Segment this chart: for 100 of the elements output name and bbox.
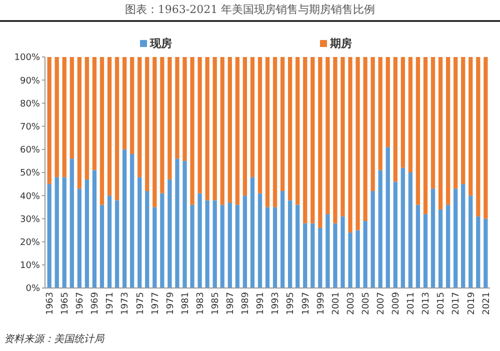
bar <box>461 184 466 288</box>
x-tick-label: 1999 <box>316 292 326 315</box>
bar <box>130 154 134 288</box>
bar <box>258 57 262 194</box>
bar <box>356 230 360 288</box>
x-tick-label: 2001 <box>331 292 342 315</box>
bar <box>348 232 352 288</box>
legend-label: 期房 <box>329 37 352 50</box>
y-tick-label: 100% <box>14 53 40 64</box>
bar <box>152 57 157 208</box>
bar <box>84 179 90 288</box>
bar <box>190 204 194 288</box>
bar <box>175 57 180 159</box>
x-tick-label: 1969 <box>90 292 101 315</box>
bar <box>340 57 345 216</box>
y-tick-label: 50% <box>20 168 40 179</box>
bar <box>400 57 405 168</box>
bar <box>400 168 405 288</box>
bar <box>145 190 150 288</box>
bar <box>318 57 322 228</box>
bar <box>242 196 247 288</box>
bar <box>62 57 66 178</box>
bar <box>333 223 338 288</box>
bar <box>130 57 134 154</box>
bar <box>333 57 338 224</box>
y-tick-label: 60% <box>20 146 40 156</box>
y-tick-label: 80% <box>20 99 40 110</box>
bar <box>356 57 360 230</box>
y-tick-label: 20% <box>20 238 40 248</box>
bar <box>310 57 315 224</box>
bar <box>242 57 247 196</box>
bar <box>92 57 97 170</box>
bar <box>160 193 164 288</box>
bar <box>438 209 443 288</box>
bar <box>280 190 285 288</box>
x-tick-label: 1983 <box>196 292 206 315</box>
bar <box>152 207 157 288</box>
bar <box>250 57 255 178</box>
bar <box>386 147 390 288</box>
bar <box>423 57 428 214</box>
bar <box>296 57 300 205</box>
bar <box>205 57 210 200</box>
x-tick-label: 1967 <box>76 292 86 315</box>
bar <box>190 57 194 205</box>
bar <box>54 57 59 178</box>
bar <box>114 200 120 288</box>
y-tick-label: 10% <box>20 261 40 272</box>
bar <box>476 57 480 216</box>
x-tick-label: 1977 <box>150 292 161 315</box>
y-tick-label: 70% <box>20 122 40 132</box>
bar <box>288 57 292 200</box>
bar <box>310 223 315 288</box>
bar <box>363 57 368 222</box>
bar <box>168 179 172 288</box>
y-tick-label: 90% <box>20 76 40 86</box>
bar <box>160 57 164 194</box>
bar <box>77 57 82 189</box>
chart-title: 图表：1963-2021 年美国现房销售与期房销售比例 <box>124 3 376 16</box>
x-tick-label: 1993 <box>271 292 282 315</box>
bar <box>182 57 187 161</box>
bar <box>484 57 488 219</box>
bar <box>92 170 97 288</box>
bar <box>416 57 420 205</box>
x-tick-label: 1995 <box>286 292 296 315</box>
bar <box>326 57 330 214</box>
bar <box>386 57 390 148</box>
x-tick-label: 1973 <box>120 292 131 315</box>
bar <box>461 57 466 184</box>
x-tick-label: 1965 <box>60 292 71 315</box>
bar <box>235 57 240 205</box>
bar <box>122 57 127 150</box>
bar <box>47 184 52 288</box>
bar <box>122 149 127 288</box>
bar <box>446 204 450 288</box>
bar <box>296 204 300 288</box>
x-tick-label: 1981 <box>180 292 191 315</box>
x-tick-label: 1971 <box>106 292 116 315</box>
bar <box>476 216 480 288</box>
bar <box>348 57 352 233</box>
bar <box>318 228 322 288</box>
x-tick-label: 2015 <box>436 292 447 315</box>
bar <box>446 57 450 205</box>
x-tick-label: 1991 <box>256 292 266 315</box>
bar <box>408 172 413 288</box>
bar <box>205 200 210 288</box>
bar <box>175 158 180 288</box>
bar <box>145 57 150 191</box>
bar <box>70 57 74 159</box>
bar <box>212 57 217 200</box>
bar <box>47 57 52 184</box>
text: 资料来源：美国统计局 <box>4 333 105 345</box>
bar <box>70 158 74 288</box>
x-tick-label: 1963 <box>45 292 56 315</box>
bar <box>430 188 436 288</box>
bar <box>370 190 375 288</box>
bar <box>326 214 330 288</box>
bar <box>138 57 142 178</box>
x-tick-label: 1989 <box>241 292 252 315</box>
x-tick-label: 2019 <box>466 292 477 315</box>
bar <box>408 57 413 172</box>
